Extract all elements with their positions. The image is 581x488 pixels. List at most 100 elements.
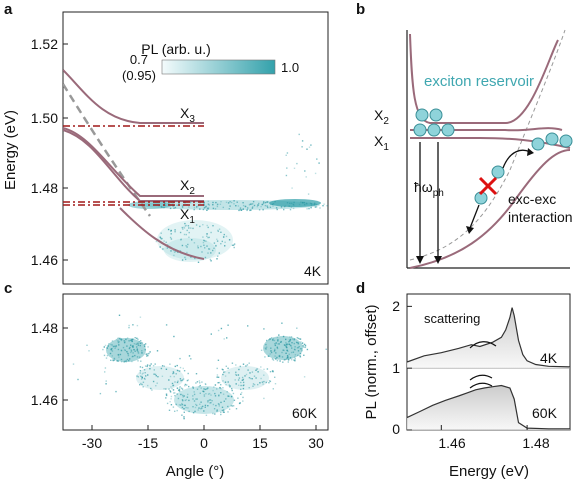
pl-speckle (131, 360, 133, 363)
pl-speckle (200, 387, 202, 389)
pl-speckle (231, 405, 233, 407)
phonon-arrows (416, 142, 442, 264)
pl-speckle (193, 206, 196, 209)
pl-speckle (172, 371, 175, 373)
pl-speckle (231, 244, 234, 246)
pl-speckle (183, 370, 186, 372)
pl-speckle (207, 405, 209, 407)
pl-speckle (141, 352, 143, 354)
pl-speckle (147, 353, 149, 355)
pl-speckle (136, 337, 138, 339)
pl-speckle (139, 370, 142, 372)
pl-speckle (204, 383, 207, 385)
pl-speckle (276, 356, 278, 359)
pl-speckle (188, 236, 190, 238)
pl-speckle (139, 316, 142, 318)
pl-speckle (296, 347, 299, 349)
scattering-arrow-60k-1 (469, 374, 493, 381)
pl-speckle (179, 231, 182, 234)
pl-speckle (186, 379, 189, 382)
pl-speckle (161, 237, 163, 240)
pl-speckle (210, 260, 212, 262)
pl-speckle (275, 358, 277, 360)
pl-speckle (282, 361, 284, 363)
y-tick-1.50: 1.50 (31, 110, 58, 126)
panel-d-x-ticks: 1.46 1.48 (438, 435, 549, 451)
pl-speckle (212, 204, 214, 206)
pl-speckle (160, 367, 163, 370)
pl-speckle (208, 248, 210, 250)
pl-speckle (218, 228, 221, 230)
pl-speckle (129, 346, 131, 349)
pl-speckle (216, 388, 218, 390)
pl-speckle (183, 226, 185, 228)
pl-speckle (219, 387, 221, 389)
pl-speckle (144, 349, 146, 351)
pl-speckle (189, 201, 192, 204)
spectrum-fill-60k (407, 385, 570, 430)
pl-speckle (291, 359, 293, 361)
pl-speckle (217, 329, 220, 332)
pl-speckle (120, 339, 122, 342)
pl-speckle (137, 376, 139, 378)
pl-speckle (299, 355, 301, 357)
pl-speckle (252, 206, 254, 208)
pl-speckle (216, 240, 219, 242)
pl-speckle (129, 358, 131, 360)
pl-speckle (200, 401, 202, 403)
pl-speckle (181, 402, 183, 405)
pl-speckle (173, 254, 175, 257)
pl-speckle (318, 162, 320, 164)
pl-speckle (181, 244, 184, 247)
interaction-label-line1: exc-exc (508, 191, 556, 207)
pl-speckle (166, 247, 169, 249)
pl-speckle (294, 360, 296, 362)
pl-speckle (286, 202, 289, 204)
pl-speckle (279, 341, 282, 343)
pl-speckle (313, 204, 316, 206)
pl-speckle (303, 201, 305, 204)
pl-speckle (290, 336, 293, 338)
pl-speckle (268, 355, 270, 357)
pl-speckle (204, 404, 207, 407)
pl-speckle (188, 227, 190, 229)
pl-speckle (203, 207, 206, 209)
pl-speckle (203, 201, 205, 203)
pl-speckle (242, 381, 245, 384)
pl-speckle (184, 222, 186, 225)
pl-speckle (298, 338, 301, 340)
pl-speckle (147, 384, 149, 387)
pl-speckle (252, 385, 254, 387)
pl-speckle (236, 201, 238, 203)
pl-speckle (206, 235, 208, 237)
pl-speckle (199, 225, 201, 228)
pl-speckle (185, 224, 188, 227)
pl-speckle (160, 238, 162, 240)
pl-speckle (218, 381, 221, 384)
pl-speckle (258, 202, 260, 205)
y-tick-1.48: 1.48 (31, 180, 58, 196)
pl-speckle (218, 405, 220, 407)
b-x1-branch (410, 137, 571, 149)
pl-speckle (212, 225, 214, 227)
pl-speckle (203, 239, 205, 242)
pl-speckle (202, 241, 205, 244)
pl-speckle (294, 346, 296, 348)
pl-speckle (166, 402, 169, 405)
pl-speckle (208, 204, 210, 206)
pl-speckle (115, 338, 118, 341)
pl-speckle (137, 343, 139, 345)
pl-speckle (291, 347, 293, 349)
pl-speckle (185, 406, 187, 409)
pl-speckle (162, 248, 164, 250)
pl-speckle (216, 238, 218, 240)
pl-speckle (180, 239, 182, 241)
pl-speckle (207, 252, 209, 254)
pl-speckle (171, 382, 174, 385)
pl-speckle (173, 375, 175, 378)
scattering-arrow-up (502, 149, 531, 169)
pl-speckle (132, 352, 134, 354)
pl-speckle (188, 399, 190, 402)
pl-speckle (246, 364, 249, 366)
pl-speckle (323, 203, 325, 205)
